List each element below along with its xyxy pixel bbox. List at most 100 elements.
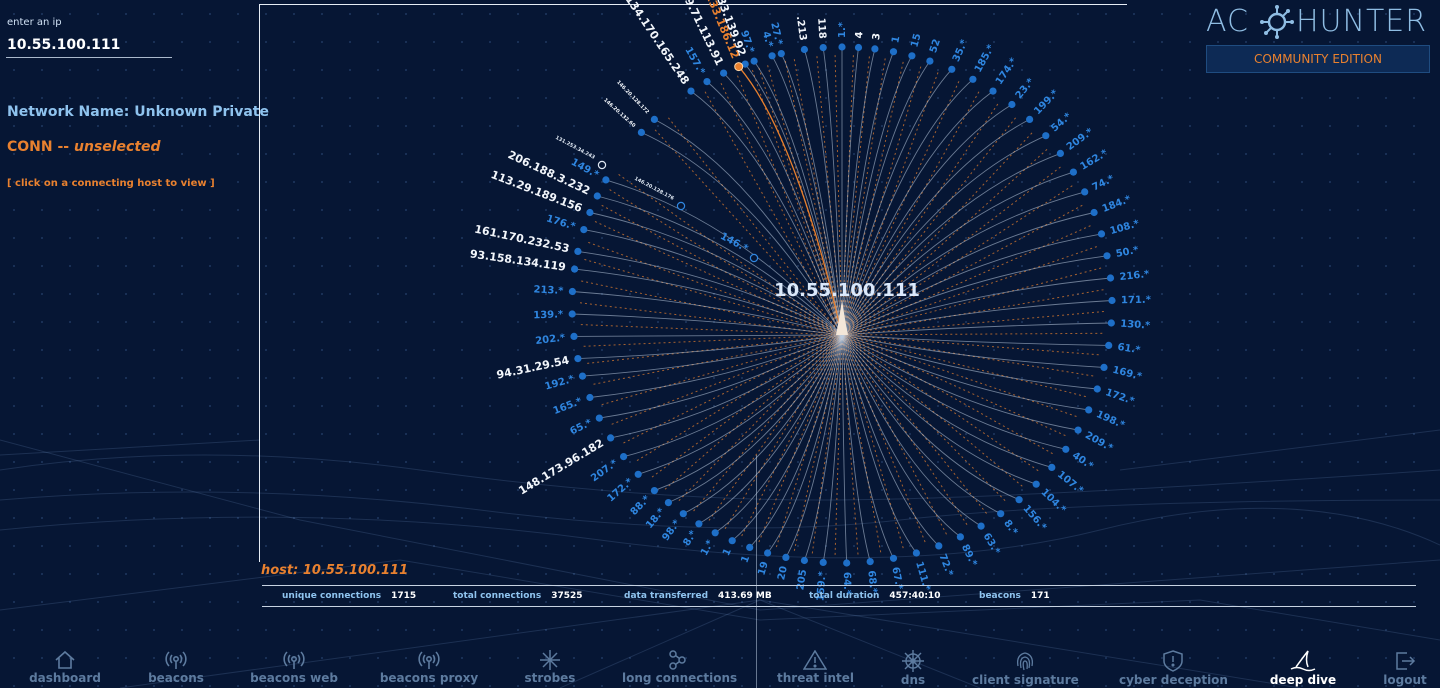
host-label[interactable]: 63.* [981, 531, 1003, 557]
host-node[interactable] [800, 556, 809, 565]
nav-cyber-deception[interactable]: cyber deception [1119, 640, 1228, 688]
host-node[interactable] [1042, 132, 1050, 140]
host-node[interactable] [650, 487, 659, 495]
nav-beacons-proxy[interactable]: beacons proxy [379, 640, 479, 688]
host-node[interactable] [607, 434, 615, 442]
host-node[interactable] [843, 559, 851, 567]
host-node[interactable] [746, 543, 754, 552]
ip-input[interactable] [6, 33, 172, 58]
host-node[interactable] [679, 510, 687, 518]
host-label[interactable]: 172.* [606, 476, 636, 504]
host-label[interactable]: 50.* [1115, 245, 1140, 260]
host-label[interactable]: 199.* [1032, 87, 1061, 117]
host-label[interactable]: 146.20.132.60 [602, 97, 636, 129]
host-node[interactable] [602, 176, 610, 184]
host-label[interactable]: 27.* [768, 21, 784, 47]
host-node[interactable] [871, 45, 879, 53]
host-label[interactable]: 216.* [1119, 269, 1151, 283]
host-node[interactable] [912, 549, 921, 557]
inner-host-node[interactable] [597, 160, 607, 170]
host-node[interactable] [926, 57, 934, 65]
host-node[interactable] [989, 87, 997, 95]
host-node[interactable] [586, 208, 594, 217]
host-node[interactable] [819, 558, 827, 567]
host-node[interactable] [777, 50, 785, 58]
host-label[interactable]: 209.* [1065, 126, 1096, 153]
inner-host-node[interactable] [676, 201, 686, 211]
host-node[interactable] [568, 287, 577, 296]
nav-logout[interactable]: logout [1378, 640, 1432, 688]
host-label[interactable]: 54.* [1049, 110, 1074, 134]
host-node[interactable] [1103, 252, 1111, 260]
host-label[interactable]: 20 [776, 565, 790, 581]
nav-dns[interactable]: dns [888, 640, 938, 688]
host-node[interactable] [889, 48, 898, 56]
host-label[interactable]: 134.170.165.248 [623, 0, 692, 87]
host-label[interactable]: 171.* [1121, 295, 1152, 307]
host-label[interactable]: 4 [854, 31, 865, 39]
nav-threat-intel[interactable]: threat intel [777, 640, 854, 688]
host-label[interactable]: 156.* [1020, 503, 1048, 533]
host-node[interactable] [580, 226, 588, 234]
host-node[interactable] [977, 522, 985, 530]
host-node[interactable] [650, 115, 659, 123]
host-node[interactable] [1026, 115, 1034, 123]
host-node[interactable] [782, 553, 790, 562]
host-label[interactable]: 1.* [837, 21, 848, 38]
host-label[interactable]: 139.* [533, 309, 564, 321]
host-label[interactable]: 1 [721, 547, 734, 558]
host-label[interactable]: 169.* [1111, 365, 1143, 383]
host-label[interactable]: 185.* [973, 42, 997, 74]
host-label[interactable]: 88.* [629, 493, 653, 518]
host-node[interactable] [574, 247, 582, 255]
host-label[interactable]: .213 [794, 15, 808, 41]
host-node[interactable] [574, 355, 582, 363]
nav-deep-dive[interactable]: deep dive [1268, 640, 1338, 688]
host-node[interactable] [595, 414, 603, 422]
host-label[interactable]: 35.* [951, 37, 971, 63]
host-node[interactable] [1008, 100, 1016, 109]
host-node[interactable] [568, 310, 576, 318]
host-label[interactable]: 104.* [1039, 487, 1069, 516]
host-label[interactable]: 148.173.96.182 [516, 436, 606, 497]
host-node[interactable] [854, 43, 863, 52]
host-node[interactable] [571, 265, 579, 273]
host-node[interactable] [1106, 274, 1115, 282]
host-node[interactable] [620, 453, 628, 461]
host-node[interactable] [637, 128, 646, 136]
host-node[interactable] [634, 470, 642, 478]
host-label[interactable]: 184.* [1101, 194, 1134, 215]
host-node[interactable] [1100, 363, 1108, 371]
host-node[interactable] [711, 529, 719, 537]
host-node[interactable] [720, 69, 728, 77]
host-node[interactable] [578, 372, 587, 380]
host-node[interactable] [586, 393, 594, 402]
nav-beacons-web[interactable]: beacons web [249, 640, 339, 688]
host-node[interactable] [1107, 319, 1115, 327]
host-node[interactable] [664, 499, 673, 507]
nav-client-signature[interactable]: client signature [972, 640, 1079, 688]
host-node[interactable] [695, 520, 703, 528]
host-label[interactable]: 52 [928, 38, 943, 55]
host-node[interactable] [800, 45, 809, 54]
host-label[interactable]: 1.* [699, 538, 717, 558]
host-node[interactable] [593, 192, 601, 200]
host-node[interactable] [1108, 296, 1116, 305]
host-node[interactable] [1085, 406, 1093, 414]
host-label[interactable]: 207.* [589, 457, 620, 484]
host-label[interactable]: 19 [756, 560, 770, 576]
host-label[interactable]: 64.* [841, 572, 852, 596]
host-node[interactable] [1090, 208, 1098, 217]
host-node[interactable] [819, 44, 827, 52]
host-label[interactable]: 162.* [1079, 147, 1111, 172]
host-label[interactable]: 174.* [994, 55, 1020, 87]
host-node[interactable] [768, 52, 776, 60]
host-label[interactable]: 176.* [545, 213, 578, 232]
host-label[interactable]: 172.* [1104, 387, 1137, 407]
host-node[interactable] [948, 65, 956, 73]
host-label[interactable]: 8.* [681, 528, 699, 548]
host-label[interactable]: 15 [909, 32, 923, 48]
host-node[interactable] [935, 542, 943, 550]
host-label[interactable]: 98.* [660, 517, 683, 543]
